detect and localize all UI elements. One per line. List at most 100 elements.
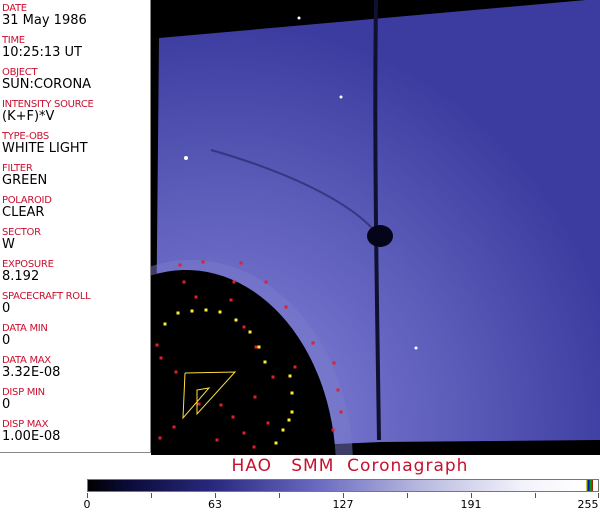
region-outline[interactable] — [182, 371, 237, 420]
red-marker — [271, 375, 275, 379]
colorbar-tick — [151, 493, 152, 498]
pylon-mount — [367, 225, 393, 247]
colorbar-tick — [87, 493, 88, 498]
colorbar-tick-label: 127 — [332, 498, 354, 511]
red-marker — [266, 421, 270, 425]
field-label: INTENSITY SOURCE — [2, 99, 94, 110]
field-label: SECTOR — [2, 227, 41, 238]
red-marker — [219, 403, 223, 407]
colorbar-tick-label: 191 — [460, 498, 482, 511]
field-label: DISP MAX — [2, 419, 49, 430]
red-marker — [155, 343, 159, 347]
red-marker — [293, 365, 297, 369]
red-marker — [311, 341, 315, 345]
header-info-panel: DATE 31 May 1986 TIME 10:25:13 UT OBJECT SUN:… — [0, 0, 151, 453]
field-label: EXPOSURE — [2, 259, 54, 270]
field-filter: FILTER GREEN — [2, 163, 47, 188]
yellow-marker — [281, 428, 285, 432]
yellow-marker — [274, 441, 278, 445]
yellow-marker — [263, 360, 267, 364]
image-title: HAO SMM Coronagraph — [231, 456, 469, 476]
red-marker — [215, 438, 219, 442]
colorbar-tick — [598, 493, 599, 498]
field-value: WHITE LIGHT — [2, 141, 88, 156]
field-value: 1.00E-08 — [2, 429, 61, 444]
field-label: OBJECT — [2, 67, 38, 78]
red-marker — [174, 370, 178, 374]
field-value: 31 May 1986 — [2, 13, 87, 28]
field-spacecraft-roll: SPACECRAFT ROLL 0 — [2, 291, 91, 316]
red-marker — [194, 295, 198, 299]
colorbar-tick — [535, 493, 536, 498]
field-label: FILTER — [2, 163, 33, 174]
red-marker — [232, 280, 236, 284]
star — [414, 346, 418, 350]
field-data-min: DATA MIN 0 — [2, 323, 48, 348]
red-marker — [284, 305, 288, 309]
yellow-marker — [290, 410, 294, 414]
yellow-marker — [218, 310, 222, 314]
field-disp-min: DISP MIN 0 — [2, 387, 45, 412]
field-value: 10:25:13 UT — [2, 45, 82, 60]
field-label: POLAROID — [2, 195, 52, 206]
yellow-marker — [204, 308, 208, 312]
field-value: 0 — [2, 333, 11, 348]
star — [297, 16, 301, 20]
field-label: DATA MIN — [2, 323, 48, 334]
colorbar-tick — [343, 493, 344, 498]
red-marker — [339, 410, 343, 414]
red-marker — [197, 402, 201, 406]
coronagraph-image[interactable] — [151, 0, 600, 455]
field-data-max: DATA MAX 3.32E-08 — [2, 355, 60, 380]
field-label: DATA MAX — [2, 355, 51, 366]
star — [339, 95, 343, 99]
yellow-marker — [290, 391, 294, 395]
field-value: 0 — [2, 301, 11, 316]
yellow-marker — [287, 418, 291, 422]
red-marker — [158, 436, 162, 440]
occulter-pylon — [373, 0, 381, 441]
yellow-marker — [257, 345, 261, 349]
red-marker — [182, 280, 186, 284]
star — [184, 156, 188, 160]
colorbar-tick — [471, 493, 472, 498]
field-intensity-source: INTENSITY SOURCE (K+F)*V — [2, 99, 94, 124]
red-marker — [332, 361, 336, 365]
marker-points — [155, 260, 343, 449]
red-marker — [239, 261, 243, 265]
field-object: OBJECT SUN:CORONA — [2, 67, 91, 92]
red-marker — [172, 425, 176, 429]
red-marker — [253, 395, 257, 399]
yellow-marker — [234, 318, 238, 322]
colorbar-tick-label: 255 — [577, 498, 599, 511]
red-marker — [159, 356, 163, 360]
colorbar-tick-label: 63 — [208, 498, 222, 511]
colorbar-tick — [279, 493, 280, 498]
colorbar-tick-label: 0 — [83, 498, 91, 511]
red-marker — [331, 428, 335, 432]
streamer-line — [210, 149, 380, 237]
field-exposure: EXPOSURE 8.192 — [2, 259, 54, 284]
field-value: 0 — [2, 397, 11, 412]
field-polaroid: POLAROID CLEAR — [2, 195, 52, 220]
field-value: GREEN — [2, 173, 48, 188]
red-marker — [178, 263, 182, 267]
field-time: TIME 10:25:13 UT — [2, 35, 82, 60]
colorbar-tick — [407, 493, 408, 498]
field-sector: SECTOR W — [2, 227, 41, 252]
red-marker — [264, 280, 268, 284]
field-label: DISP MIN — [2, 387, 45, 398]
red-marker — [252, 445, 256, 449]
field-value: (K+F)*V — [2, 109, 55, 124]
red-marker — [201, 260, 205, 264]
field-date: DATE 31 May 1986 — [2, 3, 87, 28]
overlay-colors — [586, 480, 593, 491]
field-type-obs: TYPE-OBS WHITE LIGHT — [2, 131, 88, 156]
yellow-marker — [288, 374, 292, 378]
field-value: W — [2, 237, 15, 252]
red-marker — [231, 415, 235, 419]
yellow-marker — [190, 309, 194, 313]
red-marker — [242, 325, 246, 329]
colorbar — [87, 479, 599, 492]
red-marker — [229, 298, 233, 302]
